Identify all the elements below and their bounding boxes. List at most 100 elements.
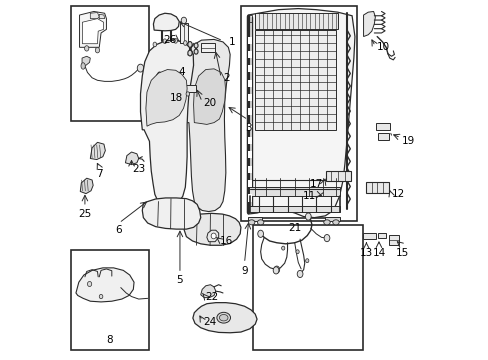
Ellipse shape: [194, 43, 198, 48]
Ellipse shape: [137, 64, 143, 72]
Ellipse shape: [99, 294, 102, 299]
Ellipse shape: [332, 220, 339, 225]
Polygon shape: [193, 69, 225, 125]
Polygon shape: [153, 13, 179, 31]
Polygon shape: [247, 15, 251, 22]
Text: 16: 16: [219, 236, 232, 246]
Bar: [248, 94, 251, 101]
Bar: [248, 37, 251, 44]
Text: 12: 12: [391, 189, 405, 199]
Text: 20: 20: [203, 98, 216, 108]
Ellipse shape: [281, 246, 285, 250]
Ellipse shape: [95, 48, 100, 53]
Ellipse shape: [324, 234, 329, 242]
Bar: [325, 217, 339, 221]
Text: 10: 10: [376, 42, 389, 52]
Bar: [248, 151, 251, 158]
Bar: [255, 30, 335, 130]
Text: 2: 2: [223, 73, 229, 83]
Bar: [248, 80, 251, 87]
Bar: [377, 134, 388, 140]
Bar: [248, 194, 251, 202]
Bar: [362, 233, 376, 239]
Polygon shape: [183, 213, 241, 245]
Bar: [241, 6, 357, 221]
Text: 18: 18: [169, 93, 183, 103]
Polygon shape: [80, 178, 93, 194]
Text: 1: 1: [228, 37, 235, 47]
Text: 6: 6: [116, 225, 122, 235]
Bar: [248, 206, 340, 212]
Text: 22: 22: [204, 292, 218, 302]
Ellipse shape: [185, 92, 189, 96]
Polygon shape: [140, 40, 193, 205]
Polygon shape: [201, 285, 215, 298]
Ellipse shape: [297, 270, 303, 278]
Ellipse shape: [323, 220, 329, 225]
Text: 4: 4: [178, 67, 185, 77]
Text: 13: 13: [359, 248, 372, 258]
Bar: [388, 235, 399, 244]
Bar: [70, 250, 149, 350]
Text: 24: 24: [203, 317, 216, 327]
Ellipse shape: [305, 259, 308, 263]
Ellipse shape: [273, 267, 278, 274]
Polygon shape: [125, 152, 139, 165]
Text: 17: 17: [309, 179, 323, 189]
Polygon shape: [82, 19, 103, 44]
Ellipse shape: [183, 41, 187, 45]
Polygon shape: [90, 13, 99, 19]
Bar: [180, 23, 187, 43]
Ellipse shape: [273, 266, 279, 273]
Polygon shape: [363, 12, 375, 37]
Ellipse shape: [219, 315, 227, 321]
Bar: [248, 180, 251, 187]
Ellipse shape: [174, 39, 177, 43]
Polygon shape: [80, 12, 106, 47]
Text: 21: 21: [287, 223, 301, 233]
Polygon shape: [90, 142, 105, 159]
Polygon shape: [247, 9, 354, 218]
Ellipse shape: [163, 39, 166, 44]
Text: 25: 25: [78, 209, 91, 219]
Ellipse shape: [211, 233, 216, 239]
Bar: [254, 13, 337, 30]
Ellipse shape: [257, 230, 263, 237]
Bar: [248, 166, 251, 173]
Bar: [184, 85, 195, 92]
Bar: [366, 182, 388, 193]
Bar: [376, 123, 389, 130]
Text: 26: 26: [163, 35, 176, 45]
Bar: [377, 233, 385, 238]
Polygon shape: [142, 198, 201, 229]
Bar: [253, 225, 362, 350]
Bar: [247, 217, 262, 221]
Ellipse shape: [295, 250, 299, 254]
Ellipse shape: [81, 63, 85, 69]
Ellipse shape: [194, 49, 198, 54]
Ellipse shape: [217, 312, 230, 323]
Ellipse shape: [153, 42, 156, 47]
Ellipse shape: [257, 220, 264, 225]
Text: 11: 11: [303, 191, 316, 201]
Ellipse shape: [305, 213, 310, 220]
Text: 19: 19: [402, 136, 415, 145]
Bar: [248, 108, 251, 116]
Text: 3: 3: [244, 123, 251, 132]
Text: 14: 14: [371, 248, 385, 258]
Text: 9: 9: [241, 266, 247, 276]
Polygon shape: [76, 268, 134, 302]
Polygon shape: [145, 69, 187, 126]
Ellipse shape: [181, 17, 186, 24]
Bar: [248, 123, 251, 130]
Bar: [325, 171, 351, 181]
Polygon shape: [183, 40, 230, 212]
Polygon shape: [82, 56, 90, 66]
Text: 23: 23: [132, 164, 145, 174]
Ellipse shape: [84, 46, 89, 51]
Text: 5: 5: [176, 275, 183, 285]
Polygon shape: [192, 303, 257, 333]
Polygon shape: [260, 15, 264, 22]
Bar: [248, 51, 251, 58]
Polygon shape: [206, 230, 218, 242]
